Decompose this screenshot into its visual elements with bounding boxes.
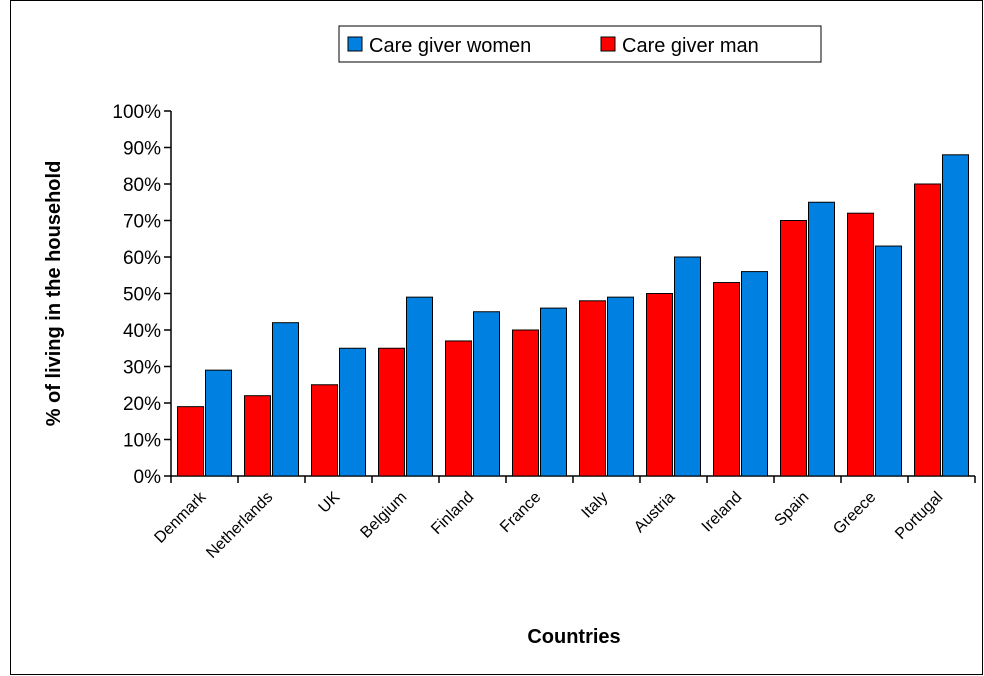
bars [177, 154, 969, 477]
x-tick-label: Denmark [151, 488, 210, 547]
bar-women-ireland [741, 271, 768, 477]
legend: Care giver women Care giver man [338, 25, 822, 63]
y-tick-label: 100% [112, 102, 161, 123]
y-tick-label: 70% [123, 212, 161, 233]
bar-women-belgium [406, 296, 433, 477]
x-tick-label: Italy [579, 489, 612, 522]
bar-women-netherlands [272, 322, 299, 477]
x-tick-label: Greece [830, 489, 879, 538]
bar-man-france [512, 329, 539, 477]
x-tick-label: Portugal [892, 489, 946, 543]
y-tick-label: 40% [123, 321, 161, 342]
legend-label: Care giver women [369, 35, 531, 57]
bar-man-austria [646, 293, 673, 477]
x-tick-label: Belgium [357, 489, 410, 542]
y-tick-label: 20% [123, 394, 161, 415]
x-tick-label: France [497, 489, 544, 536]
bar-man-uk [311, 384, 338, 477]
bar-man-denmark [177, 406, 204, 477]
legend-label: Care giver man [622, 35, 759, 57]
x-tick-label: Austria [631, 489, 678, 536]
bar-women-austria [674, 256, 701, 477]
bar-man-spain [780, 220, 807, 477]
x-tick-label: Netherlands [203, 489, 276, 562]
y-tick-label: 90% [123, 139, 161, 160]
y-tick-label: 30% [123, 358, 161, 379]
y-tick-label: 80% [123, 175, 161, 196]
bar-women-greece [875, 245, 902, 477]
x-tick-label: Ireland [699, 489, 746, 536]
bar-man-greece [847, 212, 874, 477]
bar-man-italy [579, 300, 606, 477]
bar-man-belgium [378, 347, 405, 477]
bar-women-portugal [942, 154, 969, 477]
bar-women-france [540, 307, 567, 477]
legend-swatch [347, 36, 363, 52]
y-tick-label: 0% [134, 467, 162, 488]
bar-women-italy [607, 296, 634, 477]
x-axis-title: Countries [527, 626, 620, 648]
y-axis-title: % of living in the household [43, 161, 65, 427]
x-tick-label: Finland [428, 489, 477, 538]
bar-man-finland [445, 340, 472, 477]
legend-box [338, 25, 822, 63]
y-tick-label: 50% [123, 285, 161, 306]
legend-swatch [600, 36, 616, 52]
x-tick-label: Spain [771, 489, 812, 530]
x-tick-label: UK [316, 489, 344, 517]
bar-man-ireland [713, 282, 740, 477]
bar-man-netherlands [244, 395, 271, 477]
bar-women-spain [808, 201, 835, 477]
bar-man-portugal [914, 183, 941, 477]
bar-women-finland [473, 311, 500, 477]
y-tick-label: 60% [123, 248, 161, 269]
y-tick-label: 10% [123, 431, 161, 452]
y-axis: 0% 10% 20% 30% 40% 50% 60% 70% 80% 90% 100% [112, 102, 172, 488]
bar-women-uk [339, 347, 366, 477]
bar-women-denmark [205, 369, 232, 477]
